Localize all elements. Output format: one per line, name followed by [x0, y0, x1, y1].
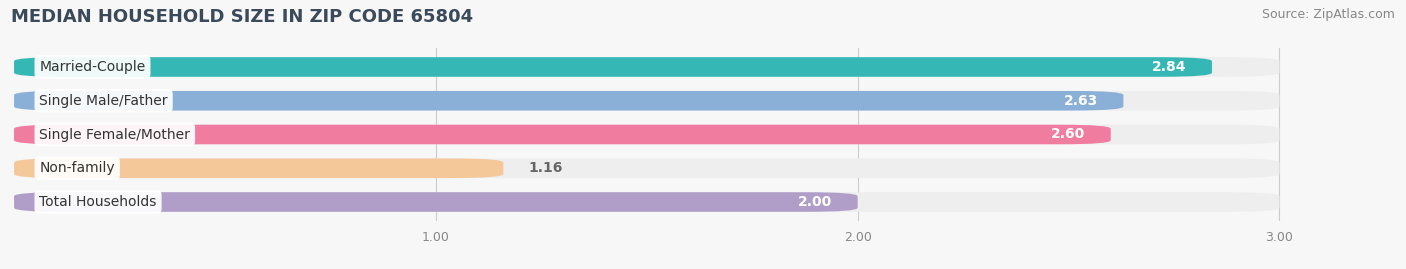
FancyBboxPatch shape: [14, 192, 1279, 212]
FancyBboxPatch shape: [14, 158, 503, 178]
Text: Single Male/Father: Single Male/Father: [39, 94, 167, 108]
FancyBboxPatch shape: [14, 91, 1123, 111]
FancyBboxPatch shape: [14, 158, 1279, 178]
Text: 2.63: 2.63: [1064, 94, 1098, 108]
FancyBboxPatch shape: [14, 91, 1279, 111]
Text: 1.16: 1.16: [529, 161, 562, 175]
Text: 2.00: 2.00: [799, 195, 832, 209]
FancyBboxPatch shape: [14, 192, 858, 212]
FancyBboxPatch shape: [14, 125, 1279, 144]
FancyBboxPatch shape: [14, 57, 1212, 77]
Text: MEDIAN HOUSEHOLD SIZE IN ZIP CODE 65804: MEDIAN HOUSEHOLD SIZE IN ZIP CODE 65804: [11, 8, 474, 26]
Text: 2.60: 2.60: [1052, 128, 1085, 141]
Text: 2.84: 2.84: [1152, 60, 1187, 74]
Text: Single Female/Mother: Single Female/Mother: [39, 128, 190, 141]
Text: Non-family: Non-family: [39, 161, 115, 175]
Text: Source: ZipAtlas.com: Source: ZipAtlas.com: [1261, 8, 1395, 21]
FancyBboxPatch shape: [14, 125, 1111, 144]
FancyBboxPatch shape: [14, 57, 1279, 77]
Text: Total Households: Total Households: [39, 195, 156, 209]
Text: Married-Couple: Married-Couple: [39, 60, 146, 74]
